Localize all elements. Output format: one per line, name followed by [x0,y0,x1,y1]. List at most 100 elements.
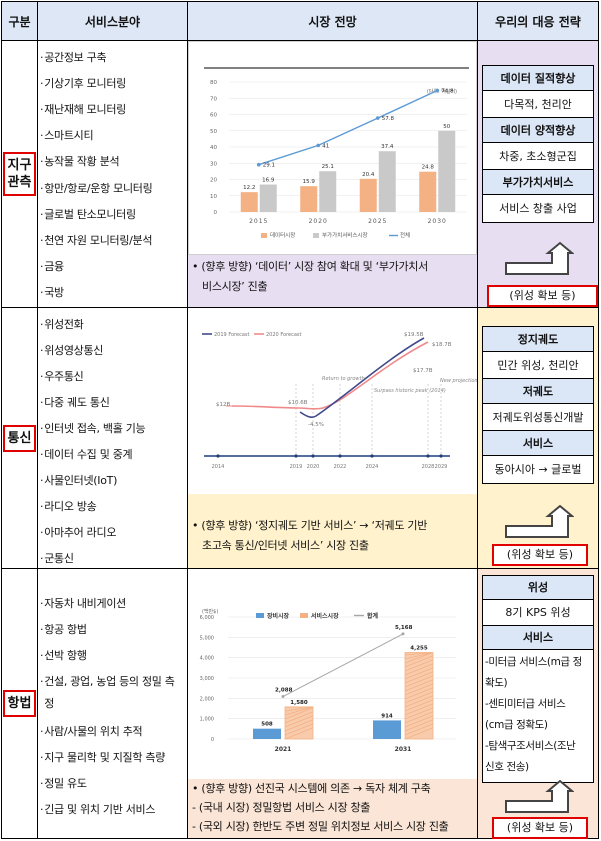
x-tick-label: 2015 [249,218,268,225]
bar-value-label: 12.2 [243,185,255,191]
bar-hatch [404,655,434,668]
legend-swatch [261,233,267,238]
service-item: ·천연 자원 모니터링/분석 [40,234,153,247]
x-tick-label: 2029 [435,464,448,470]
service-item: ·지구 물리학 및 지질학 측량 [40,751,166,764]
service-item: ·농작물 작황 분석 [40,155,120,168]
bar-hatch [404,687,434,700]
x-tick-dot [426,454,430,458]
strategy-value: 차중, 초소형군집 [483,143,593,170]
strategy-title: 저궤도 [483,379,593,404]
value-label-dip: $10.6B [288,400,308,406]
service-item: ·금융 [40,260,64,273]
arrow-up-right-icon [505,241,574,275]
bar-value-added-market [319,171,337,212]
strategy-service-item: 신호 전송) [485,761,529,773]
value-label-start: $12B [216,402,230,408]
value-label-end-2020: $18.7B [432,342,452,348]
x-tick-label: 2020 [307,464,320,470]
strategy-title: 데이터 질적향상 [483,66,593,91]
legend-swatch [313,233,319,238]
strategy-service-item: (cm급 정확도) [485,719,548,731]
y-tick-label: 60 [210,113,217,119]
bar-hatch [404,683,434,696]
bar-hatch [404,711,434,724]
bar-hatch [284,707,314,720]
service-item: ·항만/항로/운항 모니터링 [40,182,153,195]
bar-value-added-market [438,130,456,212]
line-value-label: 2,088 [275,688,293,694]
line-total-point [435,88,440,93]
legend-entry: 2019 Forecast [214,332,250,338]
legend-entry: 2020 Forecast [266,332,302,338]
category-cell-earth: 지구 관측 [1,40,38,308]
y-tick-label: 50 [210,129,217,135]
service-item: ·글로벌 탄소모니터링 [40,208,136,221]
legend-entry: 합계 [367,612,379,620]
legend-entry: 서비스시장 [311,612,339,620]
bar-hatch [284,706,314,712]
x-tick-dot [439,454,443,458]
annotation: Return to growth [322,376,365,382]
y-tick-label: 2,000 [200,696,214,702]
y-tick-label: 10 [210,194,217,200]
value-label-mid: $17.7B [413,368,433,374]
outlook-cell-nav: (백만$) 0 1,000 2,000 3,000 4,000 5,000 6,000 장비시장… [187,568,478,839]
strategy-cell-nav: 위성 8기 KPS 위성 서비스 -미터급 서비스(m급 정 확도) -센티미터급 … [477,568,599,839]
y-tick-label: 80 [210,80,217,86]
x-tick-label: 2022 [334,464,347,470]
bar-value-label: 24.8 [422,165,435,171]
bar-value-label: 508 [261,722,273,728]
line-value-label: 5,168 [395,625,413,631]
bar-hatch [404,719,434,732]
x-tick-label: 2019 [290,464,303,470]
y-tick-label: 4,000 [200,656,214,662]
bar-hatch [284,715,314,728]
legend-entry: 부가가치서비스시장 [322,231,368,239]
line-2020-forecast [231,341,429,410]
bar-hatch [284,711,314,724]
chart-communication: 2019 Forecast 2020 Forecast 2014 2019 2020 20… [188,308,478,494]
strategy-box-comm: 정지궤도 민간 위성, 천리안 저궤도 저궤도위성통신개발 서비스 동아시아 → 글로벌 [482,326,594,484]
bar-equipment-market [253,728,281,739]
bar-hatch [284,727,314,740]
bar-value-label: 50 [443,124,450,130]
line-total-point [401,632,405,636]
strategy-service-item: 확도) [485,677,508,689]
secure-satellite-label-nav: (위성 확보 등) [492,817,588,839]
service-list-earth: ·공간정보 구축 ·기상기후 모니터링 ·재난재해 모니터링 ·스마트시티 ·농작물 작… [37,40,188,308]
annotation: Surpass historic peak (2014) [374,388,446,394]
strategy-title: 서비스 [483,431,593,456]
service-item: ·라디오 방송 [40,500,97,513]
bar-value-label: 1,580 [290,700,308,706]
service-item: ·사람/사물의 위치 추적 [40,725,143,738]
line-total [282,633,404,697]
bar-service-market [404,652,434,740]
strategy-title: 데이터 양적향상 [483,118,593,143]
x-tick-label: 2028 [422,464,435,470]
legend-entry: 데이터시장 [270,231,295,239]
category-communication: 통신 [2,424,37,452]
x-tick-label: 2025 [368,218,387,225]
bar-data-market [300,186,318,212]
value-label-dip-pct: -4.5% [308,422,324,428]
service-list-nav: ·자동차 내비게이션 ·항공 항법 ·선박 항행 ·건설, 광업, 농업 등의 정밀 … [37,568,188,839]
bar-value-label: 25.1 [322,164,334,170]
legend-swatch [300,613,308,618]
x-tick-label: 2014 [212,464,225,470]
strategy-title-satellite: 위성 [483,576,593,600]
strategy-value-satellite: 8기 KPS 위성 [483,600,593,626]
outlook-cell-earth: (단위: 억달러) 0 10 20 30 40 50 60 70 80 12.2 16.9 2015 15… [187,40,478,308]
legend-entry: 장비시장 [267,612,290,620]
category-cell-nav: 항법 [1,568,38,839]
x-tick-dot [338,454,342,458]
strategy-service-item: -센티미터급 서비스 [485,698,566,710]
service-item: ·재난재해 모니터링 [40,103,126,116]
communication-chart-svg: 2019 Forecast 2020 Forecast 2014 2019 2020 20… [202,332,478,470]
note-nav: • (향후 방향) 선진국 시스템에 의존 → 독자 체계 구축 - (국내 시… [192,782,449,833]
bar-value-added-market [259,184,277,212]
bar-data-market [240,192,258,212]
annotation: New projection [440,378,477,384]
x-tick-label: 2020 [309,218,328,225]
line-total [258,89,438,166]
